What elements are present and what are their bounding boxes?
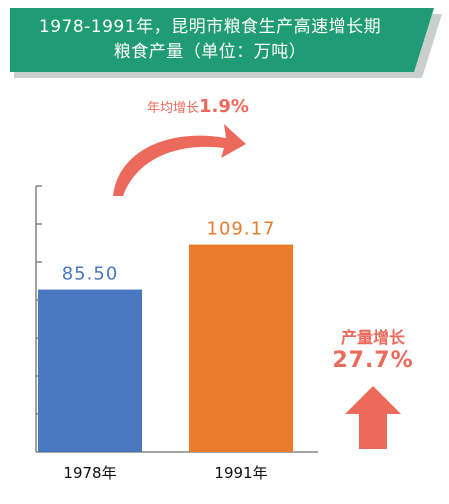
banner-title-line2: 粮食产量（单位：万吨） [113, 42, 307, 62]
growth-curve-arrow [113, 124, 246, 196]
output-growth-label: 产量增长 [340, 328, 405, 347]
output-growth-value: 27.7% [332, 348, 414, 373]
bar-value-label-1: 109.17 [207, 219, 276, 240]
x-category-label-0: 1978年 [63, 464, 116, 482]
x-category-label-1: 1991年 [214, 464, 267, 482]
bar-1 [189, 244, 293, 452]
title-banner: 1978-1991年，昆明市粮食生产高速增长期 粮食产量（单位：万吨） [10, 8, 442, 78]
annual-growth-text: 年均增长 [147, 101, 200, 116]
bar-0 [38, 289, 142, 452]
bar-value-label-0: 85.50 [62, 264, 119, 285]
banner-shape [10, 8, 442, 78]
output-growth-up-arrow [345, 386, 401, 449]
annual-growth-label: 年均增长1.9% [147, 96, 249, 117]
banner-title-line1: 1978-1991年，昆明市粮食生产高速增长期 [38, 17, 382, 37]
annual-growth-value: 1.9% [199, 96, 249, 117]
